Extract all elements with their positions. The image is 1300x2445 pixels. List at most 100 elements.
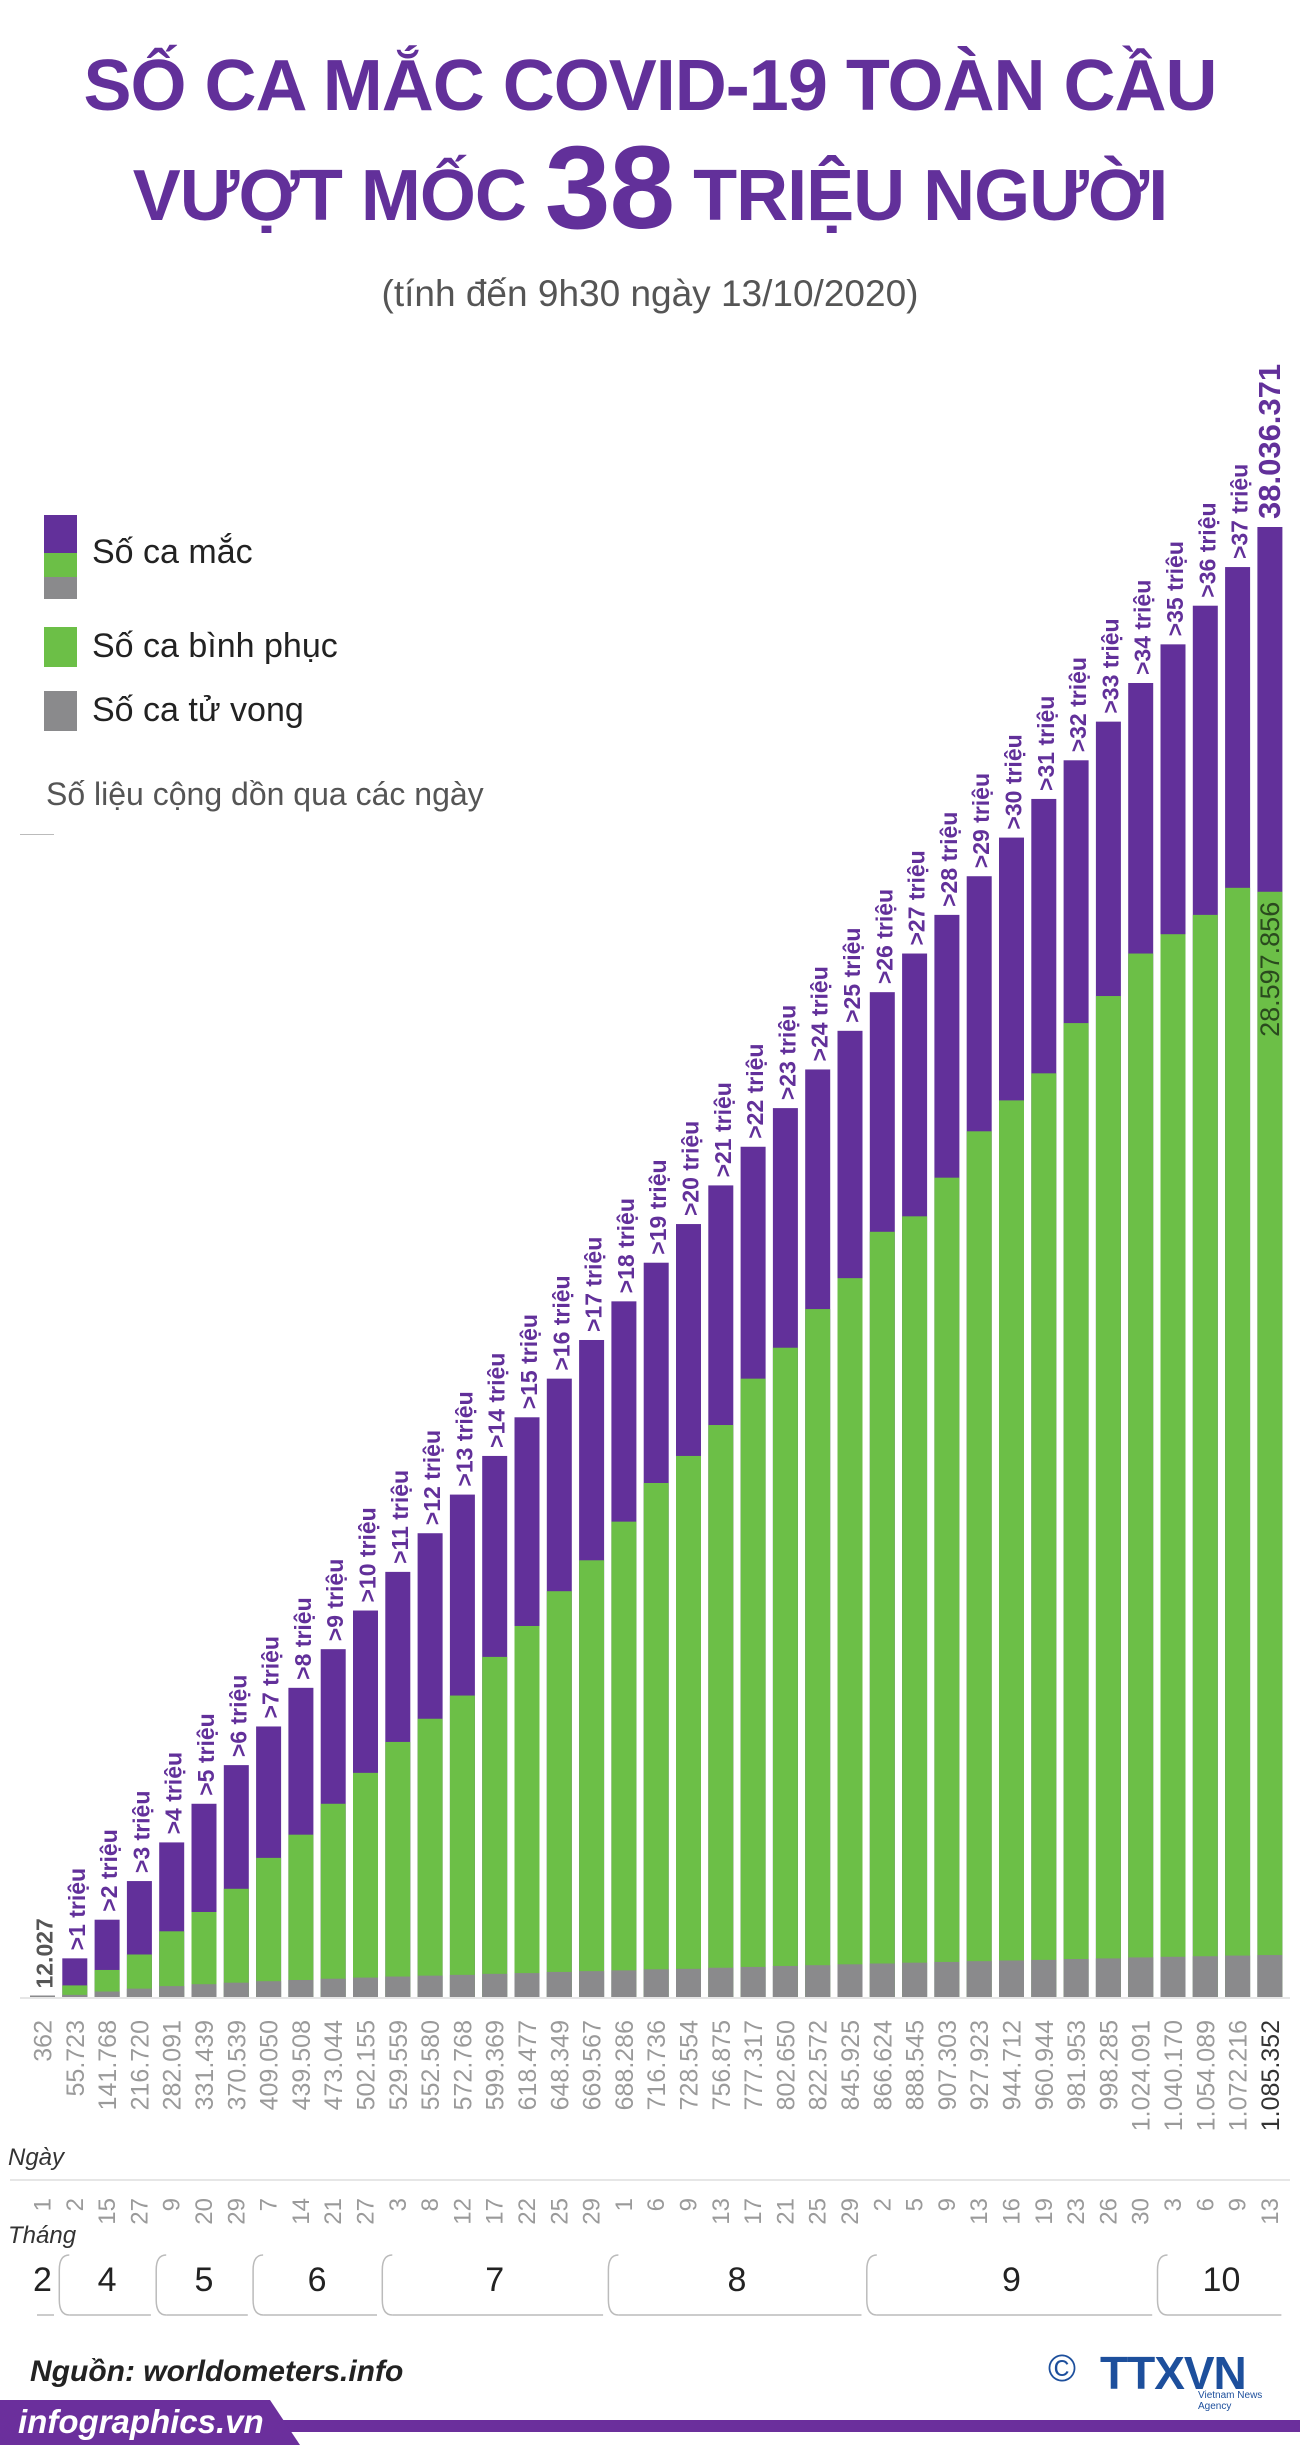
day-label: 9 xyxy=(934,2198,961,2211)
site-link[interactable]: infographics.vn xyxy=(18,2403,264,2440)
death-value-label: 728.554 xyxy=(676,2020,704,2110)
bar-top-label: >28 triệu xyxy=(936,812,962,907)
month-label: 4 xyxy=(98,2261,117,2299)
bar-top-label: 12.027 xyxy=(32,1918,58,1988)
bar-recovered xyxy=(966,1131,992,1997)
bar-deaths xyxy=(94,1991,120,1997)
bar-recovered xyxy=(1192,914,1218,1997)
month-label: 2 xyxy=(33,2261,52,2299)
bar-recovered xyxy=(62,1985,88,1997)
bar-recovered xyxy=(514,1625,540,1997)
death-value-label: 777.317 xyxy=(740,2020,768,2110)
bar-recovered xyxy=(1128,953,1154,1997)
day-label: 22 xyxy=(514,2198,541,2225)
month-bracket xyxy=(607,2254,619,2316)
bar-top-label: >1 triệu xyxy=(64,1868,90,1950)
day-label: 1 xyxy=(30,2198,57,2211)
bar-recovered xyxy=(417,1718,443,1997)
day-label: 19 xyxy=(1031,2198,1058,2225)
bar-recovered xyxy=(1063,1023,1089,1997)
bar-recovered xyxy=(611,1521,637,1997)
bar-recovered xyxy=(1225,887,1251,1998)
legend-label-recovered: Số ca bình phục xyxy=(92,627,338,665)
bar-top-label: >26 triệu xyxy=(871,889,897,984)
day-label: 14 xyxy=(288,2198,315,2225)
death-value-label: 572.768 xyxy=(449,2020,477,2110)
month-bracket xyxy=(1156,2254,1168,2316)
bar-top-label: >18 triệu xyxy=(613,1198,639,1293)
title-highlight-number: 38 xyxy=(544,122,675,254)
bar-deaths xyxy=(772,1965,798,1997)
day-label: 21 xyxy=(772,2198,799,2225)
bar-deaths xyxy=(676,1968,701,1997)
day-label: 8 xyxy=(417,2198,444,2211)
ttxvn-logo: © TTXVN Vietnam News Agency xyxy=(1048,2347,1288,2412)
legend-label-cases: Số ca mắc xyxy=(92,533,253,571)
bar-recovered xyxy=(1095,996,1121,1997)
month-bracket xyxy=(866,2254,877,2316)
bar-recovered xyxy=(159,1931,185,1997)
death-value-label: 802.650 xyxy=(772,2020,800,2110)
bar-top-label: >20 triệu xyxy=(678,1121,704,1216)
bar-deaths xyxy=(320,1978,346,1997)
bar-top-label: >3 triệu xyxy=(128,1791,154,1873)
death-value-label: 1.040.170 xyxy=(1160,2020,1188,2131)
death-value-label: 998.285 xyxy=(1095,2020,1123,2110)
bar-deaths xyxy=(1192,1956,1218,1997)
month-bracket xyxy=(381,2254,393,2316)
day-label: 3 xyxy=(385,2198,412,2211)
death-value-label: 409.050 xyxy=(256,2020,284,2110)
death-value-label: 822.572 xyxy=(805,2020,833,2110)
bar-deaths xyxy=(1063,1959,1089,1997)
month-label: 10 xyxy=(1203,2261,1241,2299)
month-bracket xyxy=(58,2254,70,2316)
bar-deaths xyxy=(1128,1957,1154,1997)
bar-top-label: >14 triệu xyxy=(484,1353,510,1448)
death-value-label: 927.923 xyxy=(966,2020,994,2110)
death-value-label: 907.303 xyxy=(934,2020,962,2110)
day-label: 9 xyxy=(159,2198,186,2211)
legend-swatch-cases xyxy=(44,515,77,553)
bar-deaths xyxy=(740,1966,766,1997)
bar-recovered xyxy=(482,1656,508,1997)
bar-deaths xyxy=(288,1980,314,1997)
bar-deaths xyxy=(966,1961,992,1997)
death-value-label: 282.091 xyxy=(159,2020,187,2110)
bar-recovered xyxy=(579,1560,605,1997)
bar-top-label: >24 triệu xyxy=(807,966,833,1061)
bar-deaths xyxy=(999,1960,1024,1997)
death-value-label: 552.580 xyxy=(417,2020,445,2110)
bar-deaths xyxy=(1160,1956,1186,1997)
death-value-label: 529.559 xyxy=(385,2020,413,2110)
bar-recovered xyxy=(805,1309,831,1997)
bar-deaths xyxy=(934,1961,960,1997)
bar-recovered xyxy=(1160,934,1186,1998)
month-bracket xyxy=(155,2254,167,2316)
bar-top-label: >6 triệu xyxy=(225,1675,251,1757)
bar-top-label: >9 triệu xyxy=(322,1559,348,1641)
bar-top-label: >5 triệu xyxy=(193,1713,219,1795)
day-label: 27 xyxy=(353,2198,380,2225)
bar-top-label: >36 triệu xyxy=(1194,502,1220,597)
bar-top-label: >29 triệu xyxy=(968,773,994,868)
bar-recovered xyxy=(546,1591,572,1997)
bar-deaths xyxy=(869,1963,895,1997)
day-label: 13 xyxy=(708,2198,735,2225)
bar-top-label: >13 triệu xyxy=(451,1391,477,1486)
death-value-label: 716.736 xyxy=(643,2020,671,2110)
bar-deaths xyxy=(643,1969,669,1997)
bar-recovered xyxy=(320,1803,346,1997)
bar-deaths xyxy=(1225,1955,1251,1997)
bar-recovered xyxy=(191,1911,217,1997)
death-value-label: 141.768 xyxy=(94,2020,122,2110)
day-label: 3 xyxy=(1160,2198,1187,2211)
bar-recovered xyxy=(449,1695,475,1997)
day-label: 20 xyxy=(191,2198,218,2225)
bar-top-label: >15 triệu xyxy=(516,1314,542,1409)
bar-top-label: >31 triệu xyxy=(1033,696,1059,791)
day-label: 2 xyxy=(62,2198,89,2211)
bar-deaths xyxy=(30,1995,55,1997)
day-label: 5 xyxy=(902,2198,929,2211)
bar-deaths xyxy=(579,1971,605,1997)
